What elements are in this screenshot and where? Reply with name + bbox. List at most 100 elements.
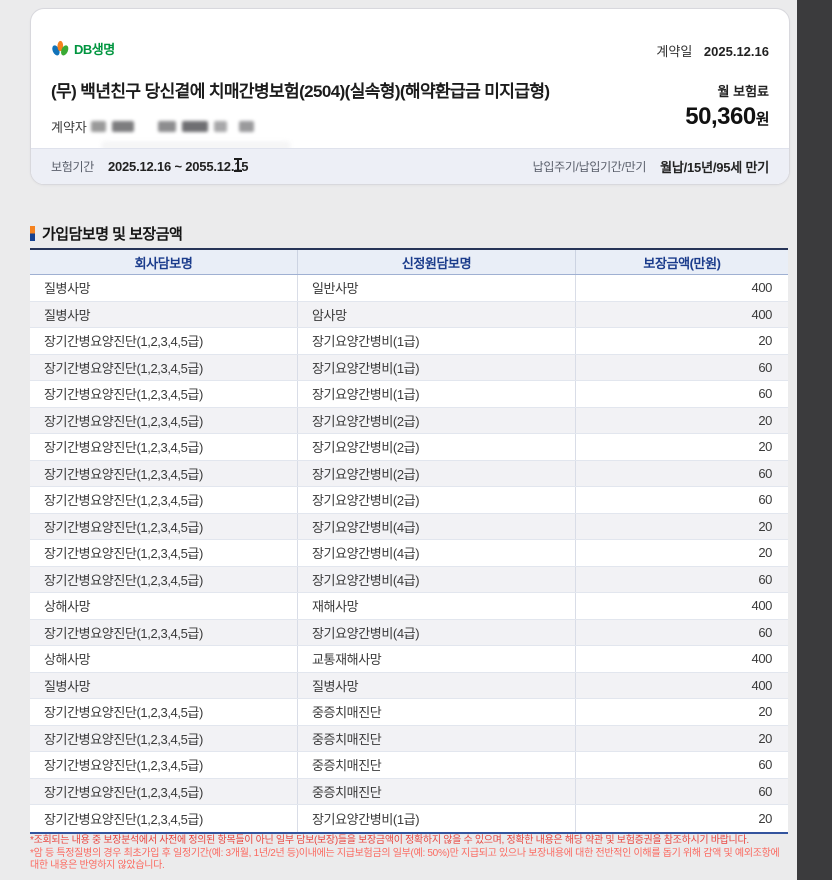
table-row: 장기간병요양진단(1,2,3,4,5급) 장기요양간병비(1급) 60 [30, 354, 788, 381]
amount-cell: 20 [575, 328, 788, 354]
company-coverage-cell: 장기간병요양진단(1,2,3,4,5급) [44, 387, 203, 403]
table-row: 장기간병요양진단(1,2,3,4,5급) 장기요양간병비(1급) 20 [30, 328, 788, 355]
payment-terms-group: 납입주기/납입기간/만기 월납/15년/95세 만기 [532, 157, 770, 176]
policy-card-body: DB생명 계약일 2025.12.16 (무) 백년친구 당신곁에 치매간병보험… [31, 9, 789, 151]
table-row: 장기간병요양진단(1,2,3,4,5급) 중증치매진단 20 [30, 725, 788, 752]
payment-terms-value: 월납/15년/95세 만기 [660, 160, 769, 175]
column-header-coverage-amount: 보장금액(만원) [575, 250, 788, 274]
table-row: 상해사망 교통재해사망 400 [30, 646, 788, 673]
amount-cell: 400 [575, 672, 788, 698]
table-row: 장기간병요양진단(1,2,3,4,5급) 장기요양간병비(4급) 20 [30, 540, 788, 567]
company-coverage-cell: 장기간병요양진단(1,2,3,4,5급) [44, 334, 203, 350]
amount-cell: 60 [575, 381, 788, 407]
contract-date-row: 계약일 2025.12.16 [656, 41, 769, 60]
company-coverage-cell: 장기간병요양진단(1,2,3,4,5급) [44, 758, 203, 774]
premium-number: 50,360 [685, 103, 756, 130]
amount-cell: 60 [575, 778, 788, 804]
kcis-coverage-cell: 장기요양간병비(4급) [297, 513, 575, 539]
contract-date-label: 계약일 [656, 44, 693, 59]
company-coverage-cell: 장기간병요양진단(1,2,3,4,5급) [44, 811, 203, 827]
table-row: 장기간병요양진단(1,2,3,4,5급) 중증치매진단 60 [30, 752, 788, 779]
section-bullet-icon [30, 226, 35, 241]
policy-summary-card: DB생명 계약일 2025.12.16 (무) 백년친구 당신곁에 치매간병보험… [30, 8, 790, 185]
kcis-coverage-cell: 장기요양간병비(1급) [297, 805, 575, 832]
table-row: 장기간병요양진단(1,2,3,4,5급) 장기요양간병비(4급) 60 [30, 619, 788, 646]
amount-cell: 400 [575, 646, 788, 672]
kcis-coverage-cell: 교통재해사망 [297, 646, 575, 672]
table-row: 장기간병요양진단(1,2,3,4,5급) 장기요양간병비(1급) 60 [30, 381, 788, 408]
amount-cell: 20 [575, 434, 788, 460]
company-coverage-cell: 장기간병요양진단(1,2,3,4,5급) [44, 731, 203, 747]
kcis-coverage-cell: 중증치매진단 [297, 725, 575, 751]
amount-cell: 60 [575, 566, 788, 592]
amount-cell: 60 [575, 487, 788, 513]
company-coverage-cell: 장기간병요양진단(1,2,3,4,5급) [44, 493, 203, 509]
table-row: 장기간병요양진단(1,2,3,4,5급) 중증치매진단 60 [30, 778, 788, 805]
company-coverage-cell: 상해사망 [44, 652, 91, 668]
kcis-coverage-cell: 중증치매진단 [297, 752, 575, 778]
amount-cell: 60 [575, 354, 788, 380]
footnote: *조회되는 내용 중 보장분석에서 사전에 정의된 항목들이 아닌 일부 담보(… [30, 835, 749, 846]
amount-cell: 20 [575, 725, 788, 751]
column-header-kcis-coverage: 신정원담보명 [297, 250, 575, 274]
brand-wordmark: DB생명 [74, 42, 115, 57]
table-row: 질병사망 암사망 400 [30, 301, 788, 328]
amount-cell: 20 [575, 699, 788, 725]
kcis-coverage-cell: 장기요양간병비(2급) [297, 487, 575, 513]
contract-date-value: 2025.12.16 [703, 44, 769, 59]
company-coverage-cell: 장기간병요양진단(1,2,3,4,5급) [44, 360, 203, 376]
kcis-coverage-cell: 재해사망 [297, 593, 575, 619]
insurance-period-label: 보험기간 [51, 160, 94, 174]
payment-terms-label: 납입주기/납입기간/만기 [532, 160, 647, 174]
table-row: 질병사망 질병사망 400 [30, 672, 788, 699]
insurance-period-value: 2025.12.16 ~ 2055.12.15 [107, 158, 249, 174]
policyholder-row: 계약자 [51, 117, 254, 136]
table-row: 장기간병요양진단(1,2,3,4,5급) 중증치매진단 20 [30, 699, 788, 726]
company-coverage-cell: 장기간병요양진단(1,2,3,4,5급) [44, 572, 203, 588]
premium-unit: 원 [755, 111, 770, 128]
kcis-coverage-cell: 장기요양간병비(1급) [297, 328, 575, 354]
redacted-policyholder-name [90, 121, 254, 132]
kcis-coverage-cell: 장기요양간병비(4급) [297, 566, 575, 592]
company-coverage-cell: 장기간병요양진단(1,2,3,4,5급) [44, 625, 203, 641]
amount-cell: 400 [575, 301, 788, 327]
db-life-logo-icon [51, 39, 70, 58]
amount-cell: 60 [575, 460, 788, 486]
product-title: (무) 백년친구 당신곁에 치매간병보험(2504)(실속형)(해약환급금 미지… [51, 82, 550, 101]
table-row: 장기간병요양진단(1,2,3,4,5급) 장기요양간병비(1급) 20 [30, 805, 788, 832]
brand-logo: DB생명 [51, 39, 115, 58]
kcis-coverage-cell: 장기요양간병비(2급) [297, 434, 575, 460]
kcis-coverage-cell: 장기요양간병비(1급) [297, 354, 575, 380]
coverage-table-header: 회사담보명 신정원담보명 보장금액(만원) [30, 250, 788, 275]
amount-cell: 400 [575, 275, 788, 301]
company-coverage-cell: 질병사망 [44, 678, 91, 694]
window-side-strip [797, 0, 832, 880]
company-coverage-cell: 장기간병요양진단(1,2,3,4,5급) [44, 413, 203, 429]
company-coverage-cell: 장기간병요양진단(1,2,3,4,5급) [44, 519, 203, 535]
coverage-table-rows: 질병사망 일반사망 400 질병사망 암사망 400 장기간병요양진단(1,2,3,4,5급… [30, 275, 788, 832]
kcis-coverage-cell: 장기요양간병비(1급) [297, 381, 575, 407]
company-coverage-cell: 장기간병요양진단(1,2,3,4,5급) [44, 466, 203, 482]
monthly-premium-label: 월 보험료 [717, 84, 769, 99]
kcis-coverage-cell: 중증치매진단 [297, 778, 575, 804]
table-row: 장기간병요양진단(1,2,3,4,5급) 장기요양간병비(2급) 20 [30, 407, 788, 434]
table-row: 장기간병요양진단(1,2,3,4,5급) 장기요양간병비(4급) 20 [30, 513, 788, 540]
kcis-coverage-cell: 장기요양간병비(4급) [297, 619, 575, 645]
table-row: 질병사망 일반사망 400 [30, 275, 788, 302]
redaction-smudge [101, 141, 291, 151]
company-coverage-cell: 질병사망 [44, 281, 91, 297]
company-coverage-cell: 상해사망 [44, 599, 91, 615]
amount-cell: 20 [575, 540, 788, 566]
table-row: 상해사망 재해사망 400 [30, 593, 788, 620]
company-coverage-cell: 장기간병요양진단(1,2,3,4,5급) [44, 546, 203, 562]
table-row: 장기간병요양진단(1,2,3,4,5급) 장기요양간병비(2급) 60 [30, 460, 788, 487]
company-coverage-cell: 질병사망 [44, 307, 91, 323]
kcis-coverage-cell: 장기요양간병비(4급) [297, 540, 575, 566]
table-row: 장기간병요양진단(1,2,3,4,5급) 장기요양간병비(2급) 20 [30, 434, 788, 461]
kcis-coverage-cell: 질병사망 [297, 672, 575, 698]
kcis-coverage-cell: 암사망 [297, 301, 575, 327]
column-header-company-coverage: 회사담보명 [134, 255, 193, 271]
amount-cell: 60 [575, 619, 788, 645]
amount-cell: 20 [575, 407, 788, 433]
amount-cell: 400 [575, 593, 788, 619]
